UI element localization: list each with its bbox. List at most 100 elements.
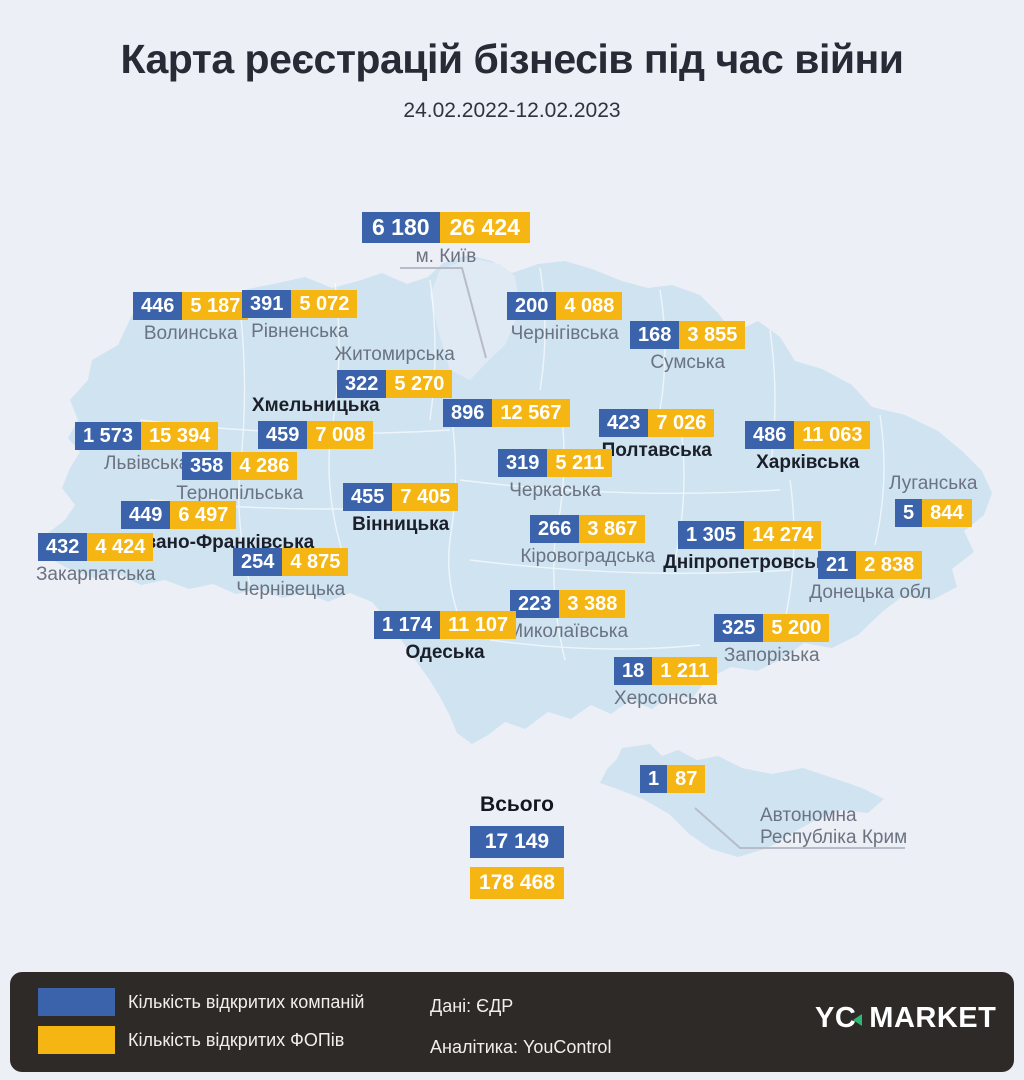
region-sumska: 168 3 855 Сумська — [630, 321, 746, 373]
fops-color-swatch — [38, 1026, 115, 1054]
region-badges: 21 2 838 — [818, 551, 923, 579]
region-label: Дніпропетровська — [663, 552, 837, 573]
fops-count: 14 274 — [744, 521, 822, 549]
region-label: Закарпатська — [35, 564, 156, 585]
fops-count: 6 497 — [170, 501, 237, 529]
region-krym: 1 87 — [640, 765, 706, 793]
companies-count: 18 — [614, 657, 653, 685]
companies-count: 1 573 — [75, 422, 142, 450]
region-kyiv-city: 6 180 26 424 м. Київ — [362, 212, 530, 267]
companies-count: 21 — [818, 551, 857, 579]
yc-market-logo: YC MARKET — [815, 1002, 996, 1035]
region-vinnytska: 455 7 405 Вінницька — [343, 483, 459, 535]
fops-count: 7 405 — [392, 483, 459, 511]
region-badges: 168 3 855 — [630, 321, 746, 349]
total-title: Всього — [480, 793, 554, 816]
region-badges: 1 87 — [640, 765, 706, 793]
region-ternopilska: 358 4 286 Тернопільська — [176, 452, 303, 504]
region-label: Миколаївська — [507, 621, 629, 642]
fops-count: 5 211 — [547, 449, 613, 477]
region-badges: 486 11 063 — [745, 421, 871, 449]
region-badges: 391 5 072 — [242, 290, 358, 318]
region-volynska: 446 5 187 Волинська — [133, 292, 249, 344]
fops-count: 1 211 — [652, 657, 718, 685]
fops-count: 7 008 — [307, 421, 374, 449]
region-badges: 423 7 026 — [599, 409, 715, 437]
legend-row-fops: Кількість відкритих ФОПів — [38, 1026, 364, 1054]
region-label: Харківська — [756, 452, 860, 473]
companies-count: 5 — [895, 499, 923, 527]
companies-count: 1 174 — [374, 611, 441, 639]
region-label: м. Київ — [415, 246, 477, 267]
fops-count: 4 088 — [556, 292, 623, 320]
fops-count: 3 855 — [679, 321, 746, 349]
companies-count: 254 — [233, 548, 283, 576]
companies-count: 322 — [337, 370, 387, 398]
region-badges: 358 4 286 — [182, 452, 298, 480]
region-badges: 432 4 424 — [38, 533, 154, 561]
fops-count: 12 567 — [492, 399, 570, 427]
region-luhanska: 5 844 Луганська — [889, 473, 977, 527]
region-label: Кіровоградська — [520, 546, 656, 567]
region-badges: 1 305 14 274 — [678, 521, 822, 549]
companies-count: 896 — [443, 399, 493, 427]
region-badges: 455 7 405 — [343, 483, 459, 511]
date-range: 24.02.2022-12.02.2023 — [403, 99, 621, 122]
region-khersonska: 18 1 211 Херсонська — [614, 657, 718, 709]
legend-companies-label: Кількість відкритих компаній — [128, 991, 365, 1012]
region-zaporizka: 325 5 200 Запорізька — [714, 614, 830, 666]
logo-triangle-icon — [853, 1013, 863, 1026]
total-fops-count: 178 468 — [470, 867, 564, 899]
region-kyivska: 896 12 567 — [443, 399, 570, 427]
total-block: Всього 17 149 178 468 — [470, 793, 564, 899]
region-badges: 5 844 — [895, 499, 972, 527]
companies-count: 459 — [258, 421, 308, 449]
region-zakarpatska: 432 4 424 Закарпатська — [36, 533, 155, 585]
region-badges: 254 4 875 — [233, 548, 349, 576]
region-poltavska: 423 7 026 Полтавська — [599, 409, 715, 461]
region-mykolaivska: 223 3 388 Миколаївська — [507, 590, 628, 642]
data-source: Дані: ЄДР — [430, 996, 514, 1016]
region-kharkivska: 486 11 063 Харківська — [745, 421, 871, 473]
fops-count: 4 424 — [87, 533, 154, 561]
companies-count: 1 — [640, 765, 668, 793]
region-label: Хмельницька — [251, 395, 380, 416]
sources: Дані: ЄДР Аналітика: YouControl — [430, 996, 611, 1058]
region-chernihivska: 200 4 088 Чернігівська — [507, 292, 623, 344]
region-badges: 459 7 008 — [258, 421, 374, 449]
fops-count: 2 838 — [856, 551, 923, 579]
fops-count: 5 270 — [386, 370, 453, 398]
companies-count: 391 — [242, 290, 292, 318]
region-badges: 449 6 497 — [121, 501, 237, 529]
region-badges: 325 5 200 — [714, 614, 830, 642]
region-badges: 319 5 211 — [498, 449, 613, 477]
region-badges: 1 174 11 107 — [374, 611, 517, 639]
region-badges: 200 4 088 — [507, 292, 623, 320]
fops-count: 7 026 — [648, 409, 715, 437]
region-label: Полтавська — [601, 440, 712, 461]
companies-count: 200 — [507, 292, 557, 320]
region-badges: 1 573 15 394 — [75, 422, 219, 450]
logo-market-text: MARKET — [869, 1002, 997, 1034]
companies-count: 432 — [38, 533, 88, 561]
region-label: Черкаська — [509, 480, 602, 501]
region-badges: 446 5 187 — [133, 292, 249, 320]
fops-count: 11 107 — [440, 611, 517, 639]
page-title: Карта реєстрацій бізнесів під час війни — [120, 36, 904, 82]
fops-count: 26 424 — [439, 212, 530, 243]
fops-count: 844 — [922, 499, 972, 527]
region-rivnenska: 391 5 072 Рівненська — [242, 290, 358, 342]
region-label: Луганська — [889, 473, 978, 494]
companies-count: 455 — [343, 483, 393, 511]
region-badges: 18 1 211 — [614, 657, 718, 685]
region-kirovohradska: 266 3 867 Кіровоградська — [520, 515, 655, 567]
logo-yc-text: YC — [815, 1002, 857, 1034]
fops-count: 5 072 — [291, 290, 358, 318]
legend: Кількість відкритих компаній Кількість в… — [38, 988, 364, 1054]
region-zhytomyrska: 322 5 270 Житомирська — [335, 344, 455, 398]
region-badges: 322 5 270 — [337, 370, 453, 398]
region-cherkaska: 319 5 211 Черкаська — [498, 449, 613, 501]
region-label: Чернігівська — [510, 323, 619, 344]
crimea-region-label: Автономна Республіка Крим — [760, 805, 907, 849]
region-label: Волинська — [143, 323, 238, 344]
